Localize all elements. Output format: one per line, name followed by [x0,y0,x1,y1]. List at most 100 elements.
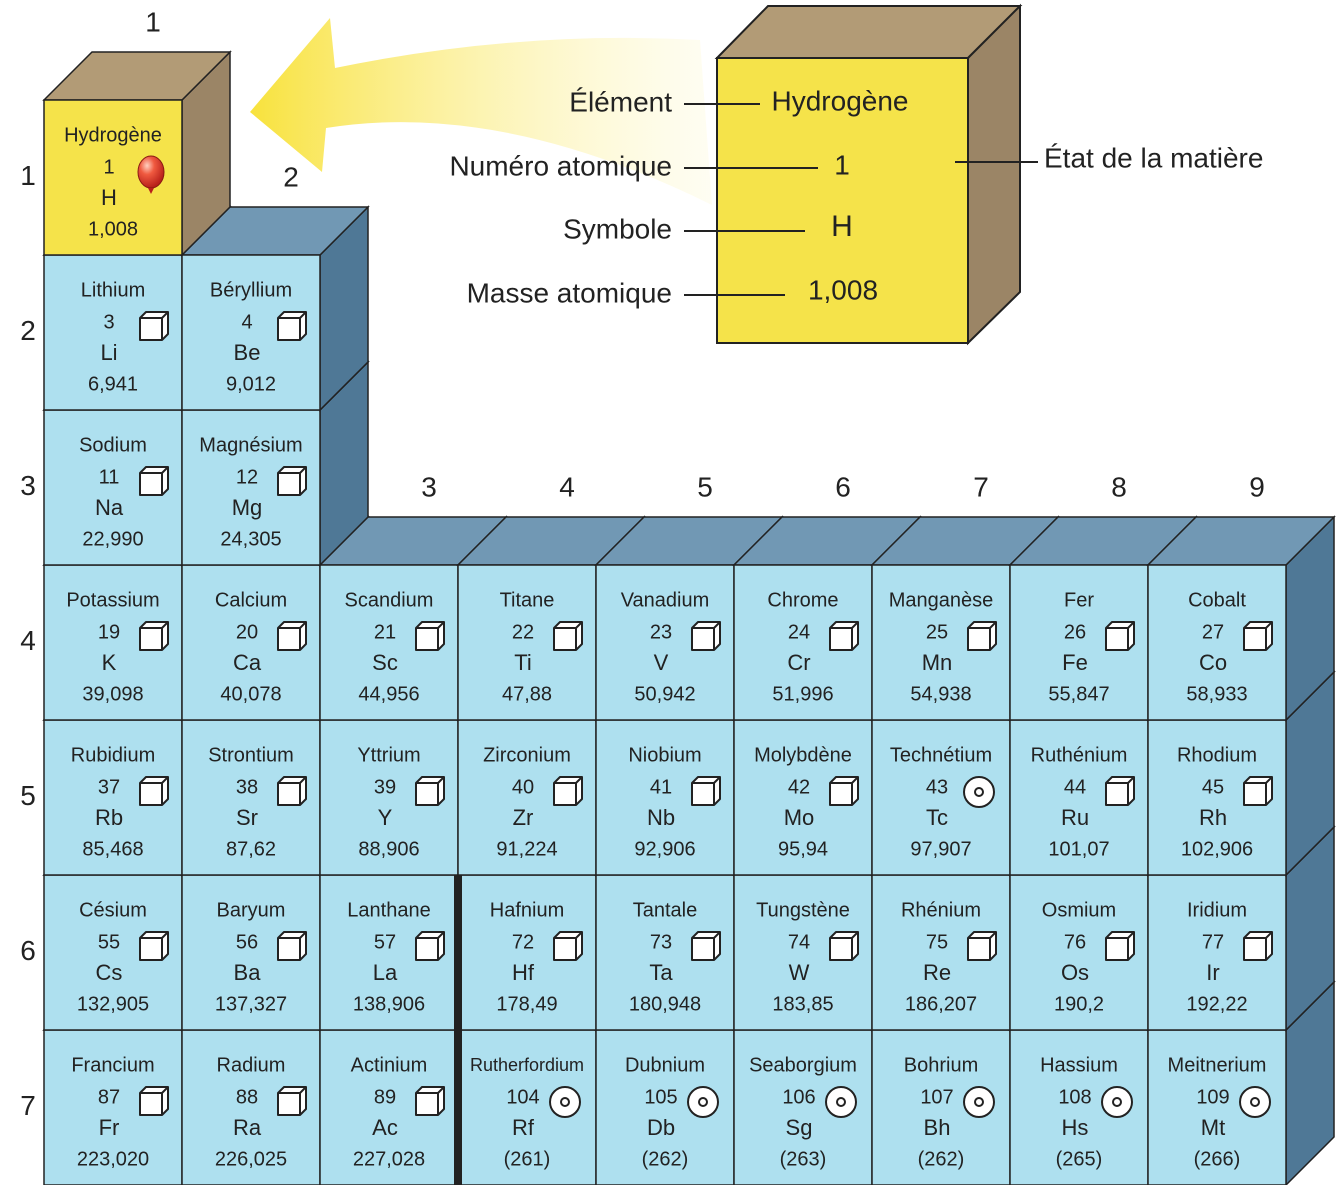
element-symbol: Sg [786,1115,813,1140]
group-label: 1 [145,6,161,37]
cell-front [595,564,735,721]
element-cell: Béryllium 4 Be 9,012 [180,205,370,412]
element-symbol: Mo [784,805,815,830]
legend-label: Symbole [563,213,672,244]
element-name: Rubidium [71,744,155,766]
solid-icon [967,931,997,961]
atomic-mass: 54,938 [910,683,971,705]
synthetic-icon-dot [836,1097,846,1107]
element-symbol: V [654,650,669,675]
group-label: 3 [421,471,437,502]
element-name: Rhénium [901,899,981,921]
legend-side [967,3,1021,346]
synthetic-icon [825,1086,857,1118]
atomic-number: 11 [99,466,120,488]
atomic-number: 4 [241,311,252,333]
element-symbol: Ac [372,1115,398,1140]
atomic-mass: 132,905 [77,993,149,1015]
solid-icon [277,776,307,806]
element-symbol: W [789,960,810,985]
atomic-number: 104 [506,1086,539,1108]
element-symbol: Zr [513,805,534,830]
atomic-mass: 88,906 [358,838,419,860]
atomic-mass: 44,956 [358,683,419,705]
element-symbol: Rb [95,805,123,830]
solid-icon [1105,621,1135,651]
atomic-mass: 22,990 [82,528,143,550]
synthetic-icon [963,776,995,808]
element-symbol: Ca [233,650,262,675]
solid-icon [1105,776,1135,806]
element-name: Cobalt [1188,589,1246,611]
solid-icon [415,621,445,651]
solid-icon [139,311,169,341]
pointer-arrow [250,18,712,205]
atomic-number: 40 [512,776,534,798]
element-name: Hassium [1040,1054,1118,1076]
solid-icon [277,621,307,651]
element-symbol: Os [1061,960,1089,985]
group-label: 8 [1111,471,1127,502]
atomic-number: 88 [236,1086,258,1108]
synthetic-icon-dot [560,1097,570,1107]
atomic-number: 41 [650,776,672,798]
element-symbol: Fe [1062,650,1088,675]
atomic-number: 57 [374,931,396,953]
element-symbol: Hf [512,960,535,985]
atomic-number: 42 [788,776,810,798]
period-label: 6 [20,935,36,966]
element-name: Lanthane [347,899,430,921]
element-name: Sodium [79,434,147,456]
element-symbol: Ba [234,960,262,985]
element-symbol: Cs [96,960,123,985]
group-label: 5 [697,471,713,502]
cell-front [733,564,873,721]
solid-icon [415,931,445,961]
atomic-mass: 226,025 [215,1148,287,1170]
atomic-mass: 40,078 [220,683,281,705]
synthetic-icon [687,1086,719,1118]
element-name: Yttrium [357,744,420,766]
atomic-mass: 50,942 [634,683,695,705]
element-name: Dubnium [625,1054,705,1076]
element-name: Potassium [66,589,159,611]
element-name: Hydrogène [64,124,162,146]
atomic-mass: 39,098 [82,683,143,705]
atomic-number: 1 [103,156,114,178]
atomic-mass: (262) [918,1148,965,1170]
gas-icon-knot [148,188,154,194]
synthetic-icon [1101,1086,1133,1118]
atomic-mass: (261) [504,1148,551,1170]
solid-icon [829,931,859,961]
element-name: Magnésium [199,434,302,456]
element-name: Tungstène [756,899,850,921]
solid-icon [829,776,859,806]
element-name: Niobium [628,744,701,766]
atomic-number: 76 [1064,931,1086,953]
atomic-mass: 51,996 [772,683,833,705]
element-name: Rutherfordium [470,1055,584,1075]
atomic-number: 19 [98,621,120,643]
atomic-number: 107 [920,1086,953,1108]
legend-label: État de la matière [1044,142,1263,173]
element-symbol: Nb [647,805,675,830]
element-cell: Cobalt 27 Co 58,933 [1146,515,1336,722]
period-label: 2 [20,315,36,346]
element-symbol: Mt [1201,1115,1225,1140]
atomic-mass: 24,305 [220,528,281,550]
legend-label: Élément [569,86,672,117]
atomic-number: 44 [1064,776,1086,798]
element-symbol: Rf [512,1115,535,1140]
atomic-number: 24 [788,621,810,643]
synthetic-icon-dot [974,1097,984,1107]
legend-element: Hydrogène [772,85,909,116]
solid-icon [691,776,721,806]
synthetic-icon-dot [698,1097,708,1107]
atomic-number: 105 [644,1086,677,1108]
atomic-mass: 137,327 [215,993,287,1015]
atomic-number: 108 [1058,1086,1091,1108]
cell-front [319,874,459,1031]
element-symbol: Y [378,805,393,830]
atomic-mass: 95,94 [778,838,828,860]
